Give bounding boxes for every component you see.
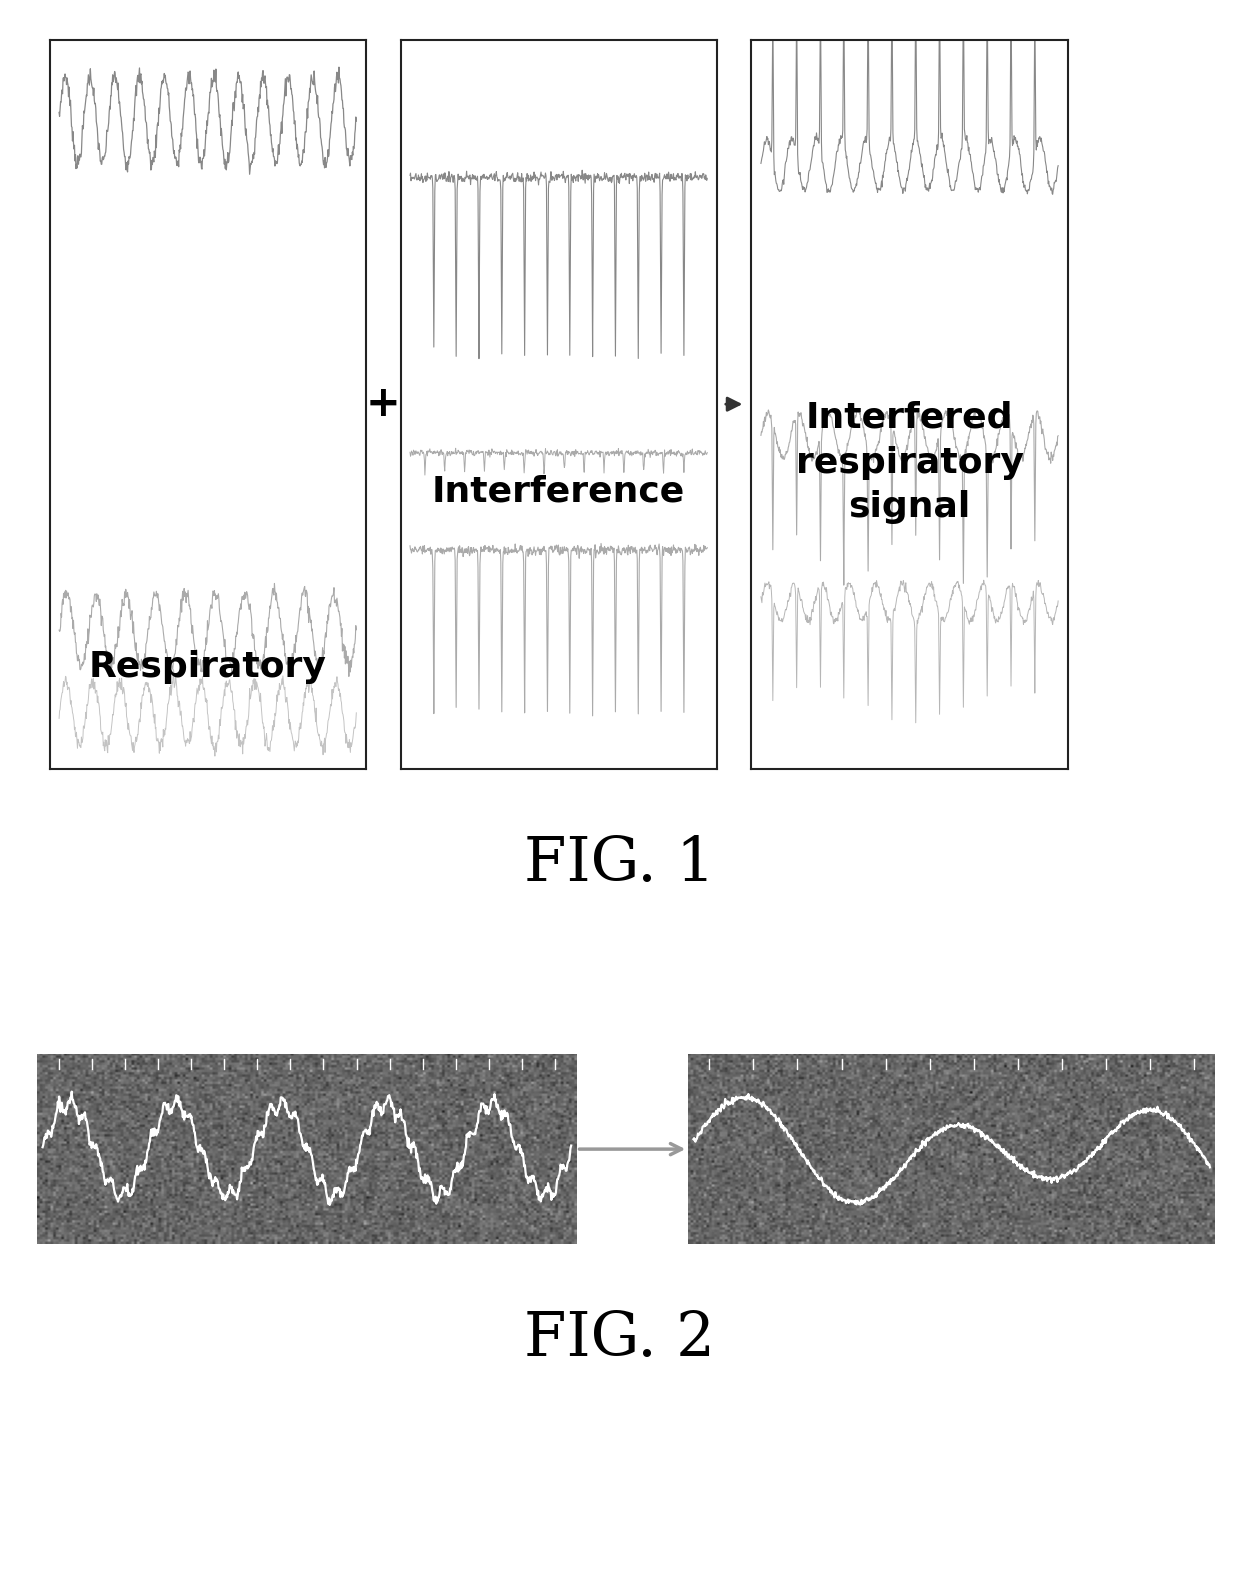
Text: Interfered
respiratory
signal: Interfered respiratory signal (796, 401, 1023, 525)
Text: FIG. 2: FIG. 2 (525, 1309, 715, 1369)
Text: +: + (366, 384, 401, 425)
Text: Respiratory: Respiratory (89, 650, 326, 683)
Text: FIG. 1: FIG. 1 (525, 834, 715, 894)
Text: Interference: Interference (432, 474, 686, 509)
